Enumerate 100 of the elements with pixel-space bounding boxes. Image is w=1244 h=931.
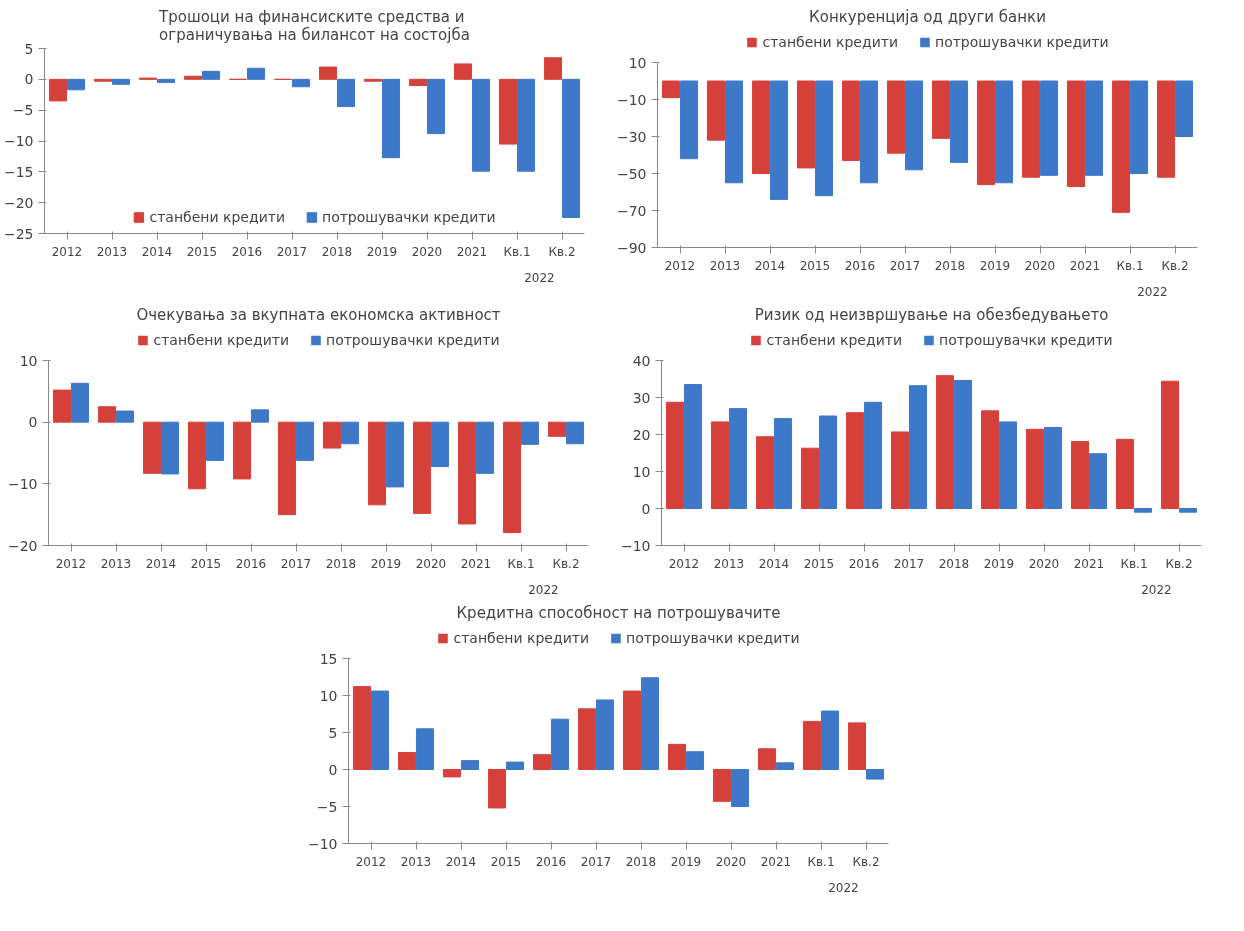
bar: [487, 769, 507, 809]
bar: [183, 75, 203, 80]
y-tick-label: 10: [19, 352, 38, 369]
bar: [498, 78, 518, 145]
chart-title: Ризик од неизвршување на обезбедувањето: [754, 305, 1109, 324]
bar: [97, 406, 117, 423]
y-tick-label: −5: [316, 798, 338, 815]
x-tick-label: 2012: [668, 556, 700, 571]
x-tick-label: 2015: [190, 556, 222, 571]
text: 2022: [1141, 582, 1172, 597]
y-tick-label: −20: [3, 194, 34, 211]
bar: [442, 769, 462, 778]
text: 2022: [1137, 284, 1168, 299]
bar: [775, 762, 795, 770]
bar: [340, 421, 360, 445]
bar: [460, 760, 480, 770]
bar: [322, 421, 342, 449]
x-tick-label: 2014: [141, 244, 173, 259]
bar: [845, 412, 865, 509]
bar: [115, 410, 135, 423]
y-tick-label: 20: [632, 426, 651, 443]
x-tick-label: 2013: [100, 556, 132, 571]
legend-label: потрошувачки кредити: [626, 630, 800, 646]
legend-label: потрошувачки кредити: [326, 332, 500, 348]
bar: [640, 677, 660, 770]
bar: [430, 421, 450, 468]
bar: [295, 421, 315, 461]
x-tick-label: 2016: [235, 556, 267, 571]
x-tick-label: 2019: [670, 854, 702, 869]
bar: [318, 66, 338, 80]
bar: [667, 743, 687, 770]
bar: [52, 389, 72, 423]
x-tick-label: 2020: [1024, 258, 1056, 273]
chart-title: Конкуренција од други банки: [809, 7, 1046, 26]
x-tick-label: 2015: [803, 556, 835, 571]
bar: [352, 686, 372, 770]
bar: [1115, 438, 1135, 509]
x-tick-label: 2017: [280, 556, 312, 571]
bar: [908, 385, 928, 509]
x-tick-label: 2014: [754, 258, 786, 273]
bar: [457, 421, 477, 525]
bar: [187, 421, 207, 490]
y-tick-label: 5: [328, 724, 338, 741]
x-tick-label: 2012: [355, 854, 387, 869]
y-tick-label: 0: [641, 500, 651, 517]
bar: [1133, 508, 1153, 513]
y-tick-label: 40: [632, 352, 651, 369]
legend-label: потрошувачки кредити: [322, 209, 496, 225]
bar: [865, 769, 885, 780]
bar: [160, 421, 180, 475]
x-tick-label: 2012: [664, 258, 696, 273]
bar: [730, 769, 750, 807]
x-tick-label: 2015: [186, 244, 218, 259]
bar: [70, 382, 90, 423]
x-tick-label: 2019: [366, 244, 398, 259]
x-tick-label: 2016: [848, 556, 880, 571]
x-tick-label: 2021: [460, 556, 492, 571]
y-tick-label: 10: [319, 687, 338, 704]
bar: [561, 78, 581, 218]
x-tick-label: 2020: [715, 854, 747, 869]
y-tick-label: 5: [24, 40, 34, 57]
bar: [66, 78, 86, 91]
y-tick-label: −25: [3, 225, 34, 242]
x-tick-label: 2017: [580, 854, 612, 869]
bar: [935, 375, 955, 509]
x-tick-label: Кв.2: [1165, 556, 1193, 571]
x-tick-label: 2018: [325, 556, 357, 571]
x-tick-label: Кв.1: [807, 854, 835, 869]
bar: [1025, 428, 1045, 509]
x-tick-label: 2021: [456, 244, 488, 259]
bar: [201, 70, 221, 80]
bar: [453, 63, 473, 80]
bar: [712, 769, 732, 802]
bar: [665, 401, 685, 509]
x-tick-label: 2021: [1069, 258, 1101, 273]
x-tick-label: 2017: [893, 556, 925, 571]
x-tick-label: 2014: [145, 556, 177, 571]
chart-title: Очекувања за вкупната економска активност: [136, 305, 501, 324]
bar: [412, 421, 432, 514]
x-tick-label: 2021: [1073, 556, 1105, 571]
bar: [48, 78, 68, 102]
bar: [550, 718, 570, 770]
bar: [475, 421, 495, 474]
chart-title: Кредитна способност на потрошувачите: [456, 603, 781, 622]
y-tick-label: 0: [328, 761, 338, 778]
bar: [622, 690, 642, 770]
x-tick-label: 2018: [625, 854, 657, 869]
y-tick-label: −10: [7, 475, 38, 492]
bar: [547, 421, 567, 437]
bar: [818, 415, 838, 509]
text: 2022: [528, 582, 559, 597]
bar: [111, 78, 131, 85]
x-tick-label: 2014: [758, 556, 790, 571]
x-tick-label: Кв.2: [1161, 258, 1189, 273]
bar: [565, 421, 585, 445]
bar: [385, 421, 405, 488]
bar: [863, 401, 883, 509]
y-tick-label: −70: [616, 202, 647, 219]
bar: [710, 421, 730, 509]
x-tick-label: 2016: [231, 244, 263, 259]
